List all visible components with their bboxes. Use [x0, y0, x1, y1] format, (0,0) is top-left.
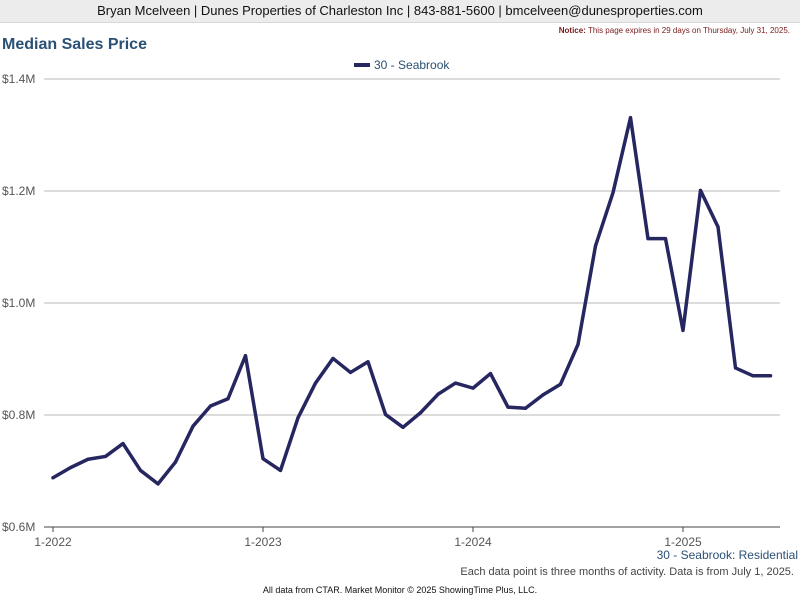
data-point [401, 425, 405, 429]
data-point [331, 356, 335, 361]
data-point [768, 374, 773, 378]
data-point [698, 188, 703, 193]
legend: 30 - Seabrook [354, 58, 450, 72]
data-point [243, 354, 248, 358]
x-tick-label: 1-2023 [244, 535, 282, 549]
data-point [628, 116, 633, 120]
data-point [51, 476, 55, 480]
data-point [68, 466, 73, 470]
y-tick-label: $1.0M [2, 296, 35, 310]
x-tick-label: 1-2022 [34, 535, 72, 549]
data-point [611, 191, 615, 195]
notice-label: Notice: [558, 26, 586, 35]
y-tick-label: $0.8M [2, 408, 35, 422]
series-layer [51, 115, 773, 486]
data-point [366, 360, 370, 364]
data-point [103, 454, 108, 459]
data-point [138, 468, 143, 473]
notice-text: This page expires in 29 days on Thursday… [585, 26, 790, 35]
data-point [751, 374, 755, 378]
data-point [506, 405, 510, 409]
data-point [86, 457, 90, 461]
data-point [261, 457, 265, 461]
data-point [716, 225, 720, 229]
data-point [593, 244, 598, 248]
data-point [278, 468, 283, 473]
x-tick-label: 1-2025 [664, 535, 702, 549]
data-point [471, 386, 475, 390]
data-point [348, 370, 353, 375]
header-contact-text: Bryan Mcelveen | Dunes Properties of Cha… [97, 3, 703, 18]
data-point [453, 381, 458, 385]
grid-layer [44, 78, 780, 528]
y-tick-label: $0.6M [2, 520, 35, 534]
data-point [436, 392, 440, 396]
header-contact-bar: Bryan Mcelveen | Dunes Properties of Cha… [0, 0, 800, 23]
data-point [558, 382, 563, 386]
x-tick-label: 1-2024 [454, 535, 492, 549]
data-point [733, 366, 738, 370]
data-point [646, 237, 650, 241]
data-point [191, 424, 195, 428]
data-point [523, 406, 528, 410]
data-point [208, 404, 213, 408]
data-point [383, 412, 388, 417]
data-point [121, 441, 125, 446]
data-point [576, 342, 580, 347]
expiration-notice: Notice: This page expires in 29 days on … [559, 26, 790, 35]
data-point [313, 381, 318, 385]
legend-label-seabrook: 30 - Seabrook [374, 58, 450, 72]
data-point [156, 482, 160, 486]
axis-layer: $0.6M $0.8M $1.0M $1.2M $1.4M 1-2022 1-2023 1-2… [2, 72, 702, 549]
chart-caption: 30 - Seabrook: Residential [654, 548, 800, 562]
series-line-seabrook [51, 115, 773, 486]
data-point [541, 393, 545, 397]
data-footnote: Each data point is three months of activ… [460, 566, 794, 578]
data-point [418, 411, 423, 415]
data-point [681, 328, 685, 333]
data-point [663, 237, 668, 241]
data-point [296, 416, 300, 420]
data-point [173, 460, 178, 464]
y-tick-label: $1.4M [2, 72, 35, 86]
copyright-footer: All data from CTAR. Market Monitor © 202… [262, 585, 538, 595]
y-tick-label: $1.2M [2, 184, 35, 198]
chart-title: Median Sales Price [2, 36, 147, 53]
data-point [226, 397, 230, 401]
data-point [488, 371, 493, 376]
